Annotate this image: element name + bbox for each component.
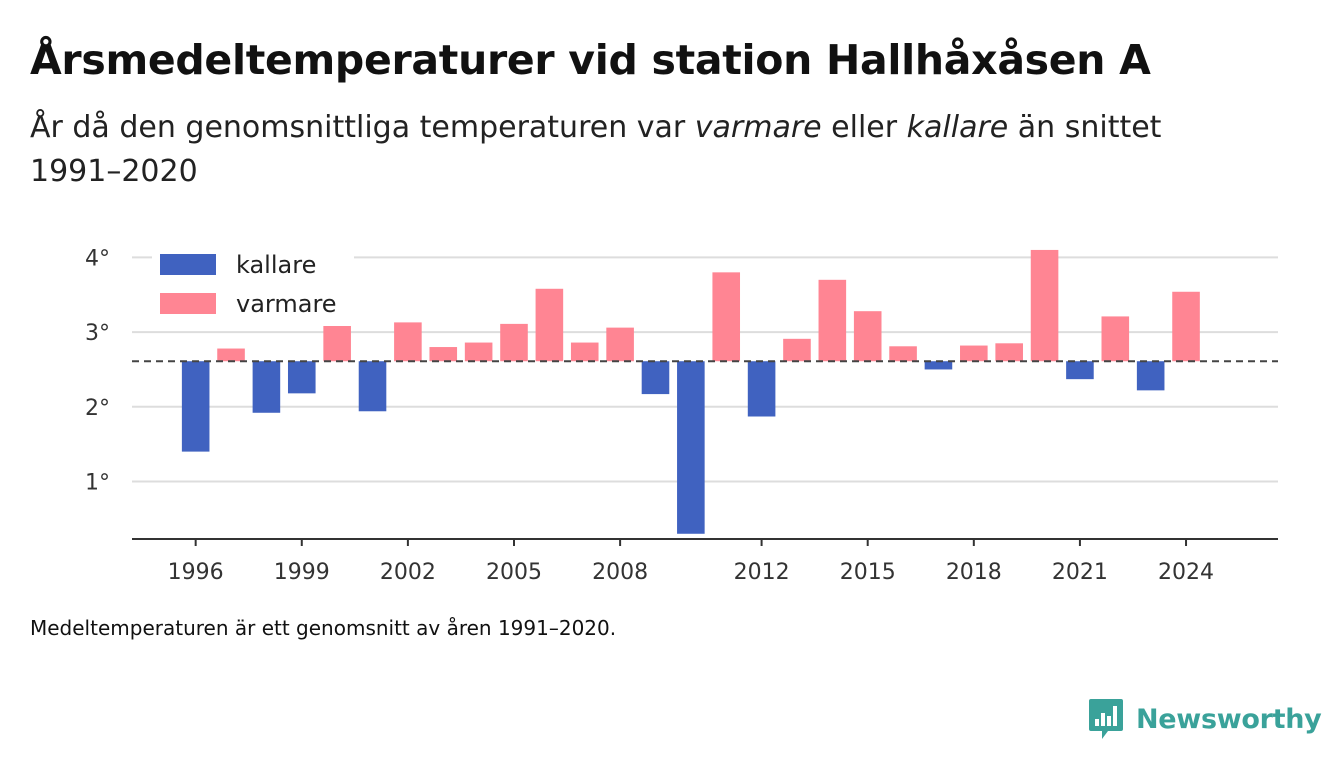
bar-2001 (358, 361, 387, 412)
bar-2013 (783, 338, 811, 362)
x-tick-label: 2021 (1052, 560, 1108, 585)
x-tick-label: 2002 (380, 560, 436, 585)
bar-2004 (464, 342, 493, 362)
x-tick-label: 1996 (168, 560, 224, 585)
x-tick-label: 2024 (1158, 560, 1214, 585)
x-axis: 1996 1999 2002 2005 2008 2012 2015 2018 2021 2024 (168, 539, 1214, 585)
footnote: Medeltemperaturen är ett genomsnitt av å… (30, 616, 617, 640)
bar-2011 (712, 272, 741, 362)
subtitle-warm-word: varmare (694, 110, 822, 145)
bar-2016 (889, 346, 917, 362)
x-tick-label: 2015 (840, 560, 896, 585)
bar-2012 (747, 361, 776, 417)
bar-2020 (1030, 249, 1059, 362)
bar-1998 (252, 361, 281, 413)
bar-2017 (924, 361, 953, 370)
bar-1999 (287, 361, 316, 394)
y-tick-label: 4° (85, 246, 110, 271)
bar-2024 (1172, 291, 1200, 362)
bar-2007 (570, 342, 599, 362)
bar-2002 (394, 322, 422, 362)
bar-2005 (500, 323, 528, 362)
chart-subtitle: År då den genomsnittliga temperaturen va… (30, 106, 1250, 194)
legend-swatch-warmer (160, 293, 216, 314)
bar-2021 (1066, 361, 1094, 380)
y-tick-label: 1° (85, 470, 110, 495)
bar-2003 (429, 347, 458, 362)
brand-name: Newsworthy (1136, 703, 1322, 735)
legend-label-warmer: varmare (236, 290, 337, 318)
bar-2023 (1136, 361, 1165, 391)
x-tick-label: 2018 (946, 560, 1002, 585)
chart-title: Årsmedeltemperaturer vid station Hallhåx… (30, 36, 1151, 84)
bar-chart: 1996 1999 2002 2005 2008 2012 2015 2018 2021 2024… (85, 244, 1278, 585)
subtitle-part-1: År då den genomsnittliga temperaturen va… (30, 110, 695, 145)
brand: Newsworthy (1088, 697, 1322, 741)
bar-2008 (606, 327, 634, 362)
legend-label-colder: kallare (236, 251, 316, 279)
bar-2018 (960, 345, 988, 362)
bar-2014 (818, 279, 847, 362)
newsworthy-logo-icon (1089, 699, 1123, 739)
bar-1996 (181, 361, 210, 452)
bar-2009 (641, 361, 670, 395)
bar-2006 (535, 288, 564, 362)
bar-2010 (677, 361, 705, 534)
x-tick-label: 2012 (734, 560, 790, 585)
bar-2022 (1101, 316, 1130, 362)
bar-2019 (995, 343, 1023, 362)
y-axis: 1° 2° 3° 4° (85, 246, 110, 495)
bar-2015 (853, 311, 882, 362)
x-tick-label: 2008 (592, 560, 648, 585)
legend-swatch-colder (160, 254, 216, 275)
x-tick-label: 1999 (274, 560, 330, 585)
y-tick-label: 2° (85, 396, 110, 421)
x-tick-label: 2005 (486, 560, 542, 585)
y-tick-label: 3° (85, 321, 110, 346)
legend: kallare varmare (152, 244, 354, 326)
subtitle-cold-word: kallare (906, 110, 1009, 145)
subtitle-part-2: eller (821, 110, 907, 145)
subtitle-part-3: än snittet 1991–2020 (30, 110, 1162, 189)
bar-1997 (217, 348, 245, 362)
